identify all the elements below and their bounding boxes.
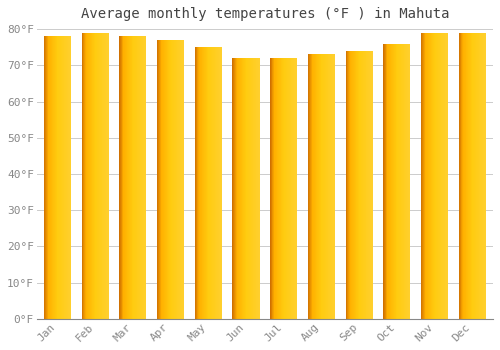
Title: Average monthly temperatures (°F ) in Mahuta: Average monthly temperatures (°F ) in Ma… — [80, 7, 449, 21]
